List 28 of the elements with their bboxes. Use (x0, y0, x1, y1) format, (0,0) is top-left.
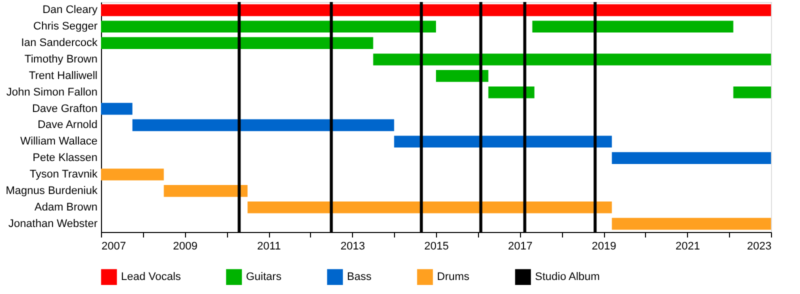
x-tick-label: 2013 (340, 240, 365, 252)
y-tick-label: Dan Cleary (42, 4, 98, 16)
legend-label: Lead Vocals (121, 271, 182, 284)
x-tick-label: 2019 (592, 240, 616, 252)
y-tick-label: John Simon Fallon (6, 86, 98, 98)
y-tick-label: Dave Arnold (38, 119, 98, 132)
y-tick-label: Jonathan Webster (8, 218, 98, 230)
y-tick-label: Adam Brown (34, 201, 98, 214)
x-tick-label: 2015 (424, 240, 449, 252)
y-tick-label: Magnus Burdeniuk (6, 184, 98, 197)
y-tick-label: Chris Segger (33, 20, 98, 33)
x-tick-label: 2007 (102, 240, 126, 252)
y-tick-label: Trent Halliwell (28, 70, 98, 82)
x-tick-label: 2009 (173, 240, 198, 252)
legend-label: Drums (437, 271, 470, 284)
legend-label: Guitars (246, 271, 282, 284)
x-tick-label: 2017 (508, 240, 532, 252)
legend-label: Bass (347, 271, 372, 284)
y-tick-label: Timothy Brown (24, 54, 98, 66)
y-tick-label: William Wallace (20, 136, 98, 148)
y-tick-label: Dave Grafton (32, 102, 98, 115)
x-tick-label: 2021 (676, 240, 700, 252)
y-tick-label: Pete Klassen (32, 152, 98, 164)
y-tick-label: Tyson Travnik (30, 168, 98, 180)
legend-label: Studio Album (535, 271, 600, 284)
y-tick-label: Ian Sandercock (21, 37, 98, 50)
x-tick-label: 2023 (747, 240, 772, 252)
x-tick-label: 2011 (257, 240, 281, 252)
